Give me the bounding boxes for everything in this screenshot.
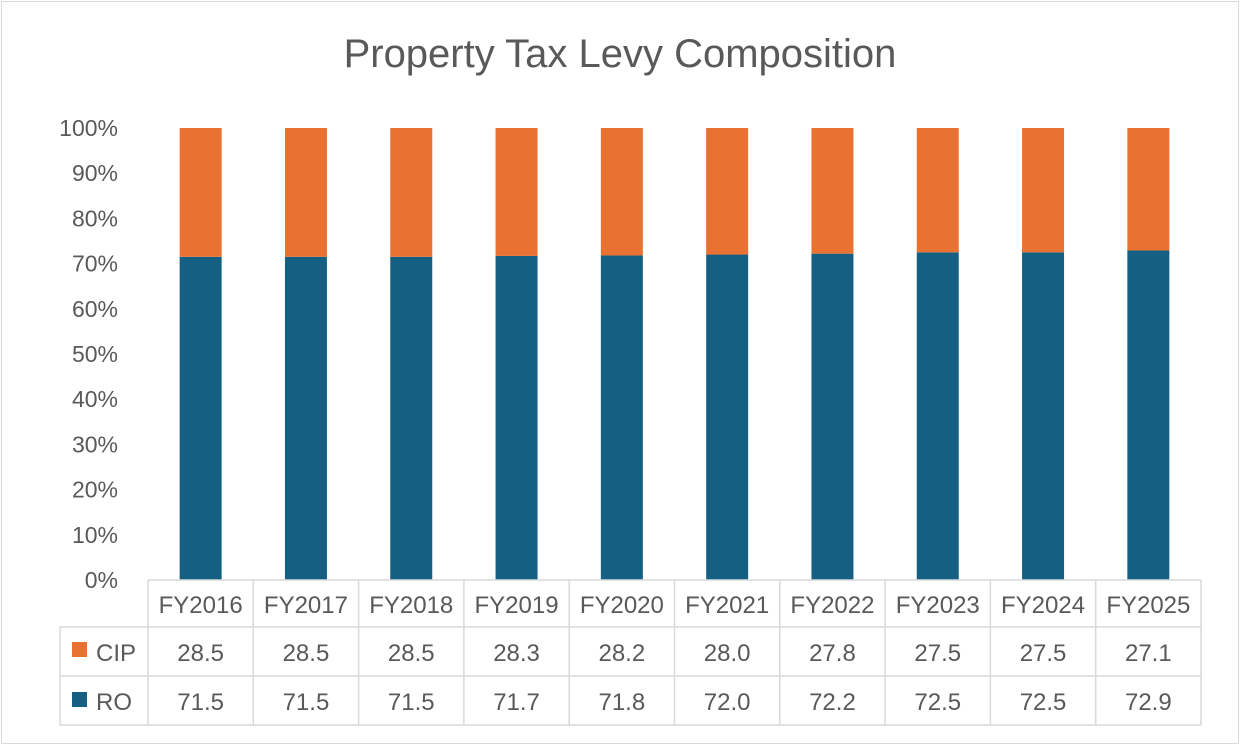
data-label-cip: 27.5 xyxy=(914,640,961,667)
bar-ro-FY2018 xyxy=(390,256,433,580)
x-category-label: FY2020 xyxy=(580,592,664,619)
y-tick-label: 60% xyxy=(72,296,118,322)
legend-label-cip: CIP xyxy=(96,640,136,667)
bar-cip-FY2017 xyxy=(284,128,327,257)
data-label-ro: 72.5 xyxy=(914,689,961,716)
y-tick-label: 20% xyxy=(72,477,118,503)
y-tick-label: 80% xyxy=(72,205,118,231)
y-tick-label: 0% xyxy=(85,567,118,593)
bar-ro-FY2020 xyxy=(600,255,643,581)
y-tick-label: 30% xyxy=(72,431,118,457)
bar-cip-FY2016 xyxy=(179,128,222,257)
data-label-cip: 28.5 xyxy=(283,640,330,667)
data-label-ro: 72.5 xyxy=(1020,689,1067,716)
bar-cip-FY2024 xyxy=(1022,128,1065,253)
y-tick-label: 100% xyxy=(59,115,118,141)
x-category-label: FY2019 xyxy=(475,592,559,619)
data-label-ro: 72.9 xyxy=(1125,689,1172,716)
x-category-label: FY2024 xyxy=(1001,592,1085,619)
bar-ro-FY2024 xyxy=(1022,252,1065,581)
bar-ro-FY2022 xyxy=(811,253,854,580)
bar-ro-FY2017 xyxy=(284,256,327,580)
bar-cip-FY2022 xyxy=(811,128,854,254)
data-label-cip: 27.8 xyxy=(809,640,856,667)
chart-title: Property Tax Levy Composition xyxy=(343,32,897,76)
legend-label-ro: RO xyxy=(96,689,132,716)
x-category-label: FY2023 xyxy=(896,592,980,619)
data-label-cip: 28.2 xyxy=(598,640,645,667)
y-tick-label: 50% xyxy=(72,341,118,367)
bar-cip-FY2019 xyxy=(495,128,538,256)
data-label-cip: 27.1 xyxy=(1125,640,1172,667)
y-tick-label: 90% xyxy=(72,160,118,186)
bar-cip-FY2023 xyxy=(916,128,959,253)
x-category-label: FY2017 xyxy=(264,592,348,619)
y-tick-label: 70% xyxy=(72,251,118,277)
legend-key-ro xyxy=(72,692,87,707)
bar-ro-FY2021 xyxy=(706,254,749,580)
bar-ro-FY2025 xyxy=(1127,250,1170,580)
data-label-ro: 71.8 xyxy=(598,689,645,716)
bar-ro-FY2016 xyxy=(179,256,222,580)
data-label-ro: 71.7 xyxy=(493,689,540,716)
bar-cip-FY2021 xyxy=(706,128,749,255)
x-category-label: FY2018 xyxy=(369,592,453,619)
x-category-label: FY2025 xyxy=(1106,592,1190,619)
data-label-ro: 71.5 xyxy=(177,689,224,716)
bar-cip-FY2020 xyxy=(600,128,643,256)
x-category-label: FY2016 xyxy=(159,592,243,619)
bar-ro-FY2019 xyxy=(495,255,538,580)
y-tick-label: 40% xyxy=(72,386,118,412)
bar-cip-FY2018 xyxy=(390,128,433,257)
data-label-ro: 71.5 xyxy=(388,689,435,716)
data-label-ro: 72.0 xyxy=(704,689,751,716)
x-category-label: FY2022 xyxy=(790,592,874,619)
x-category-label: FY2021 xyxy=(685,592,769,619)
data-label-cip: 28.0 xyxy=(704,640,751,667)
legend-key-cip xyxy=(72,642,87,657)
data-label-cip: 28.5 xyxy=(388,640,435,667)
data-label-ro: 72.2 xyxy=(809,689,856,716)
bar-ro-FY2023 xyxy=(916,252,959,581)
data-label-cip: 28.3 xyxy=(493,640,540,667)
data-label-ro: 71.5 xyxy=(283,689,330,716)
y-tick-label: 10% xyxy=(72,522,118,548)
data-label-cip: 28.5 xyxy=(177,640,224,667)
data-label-cip: 27.5 xyxy=(1020,640,1067,667)
bar-cip-FY2025 xyxy=(1127,128,1170,251)
